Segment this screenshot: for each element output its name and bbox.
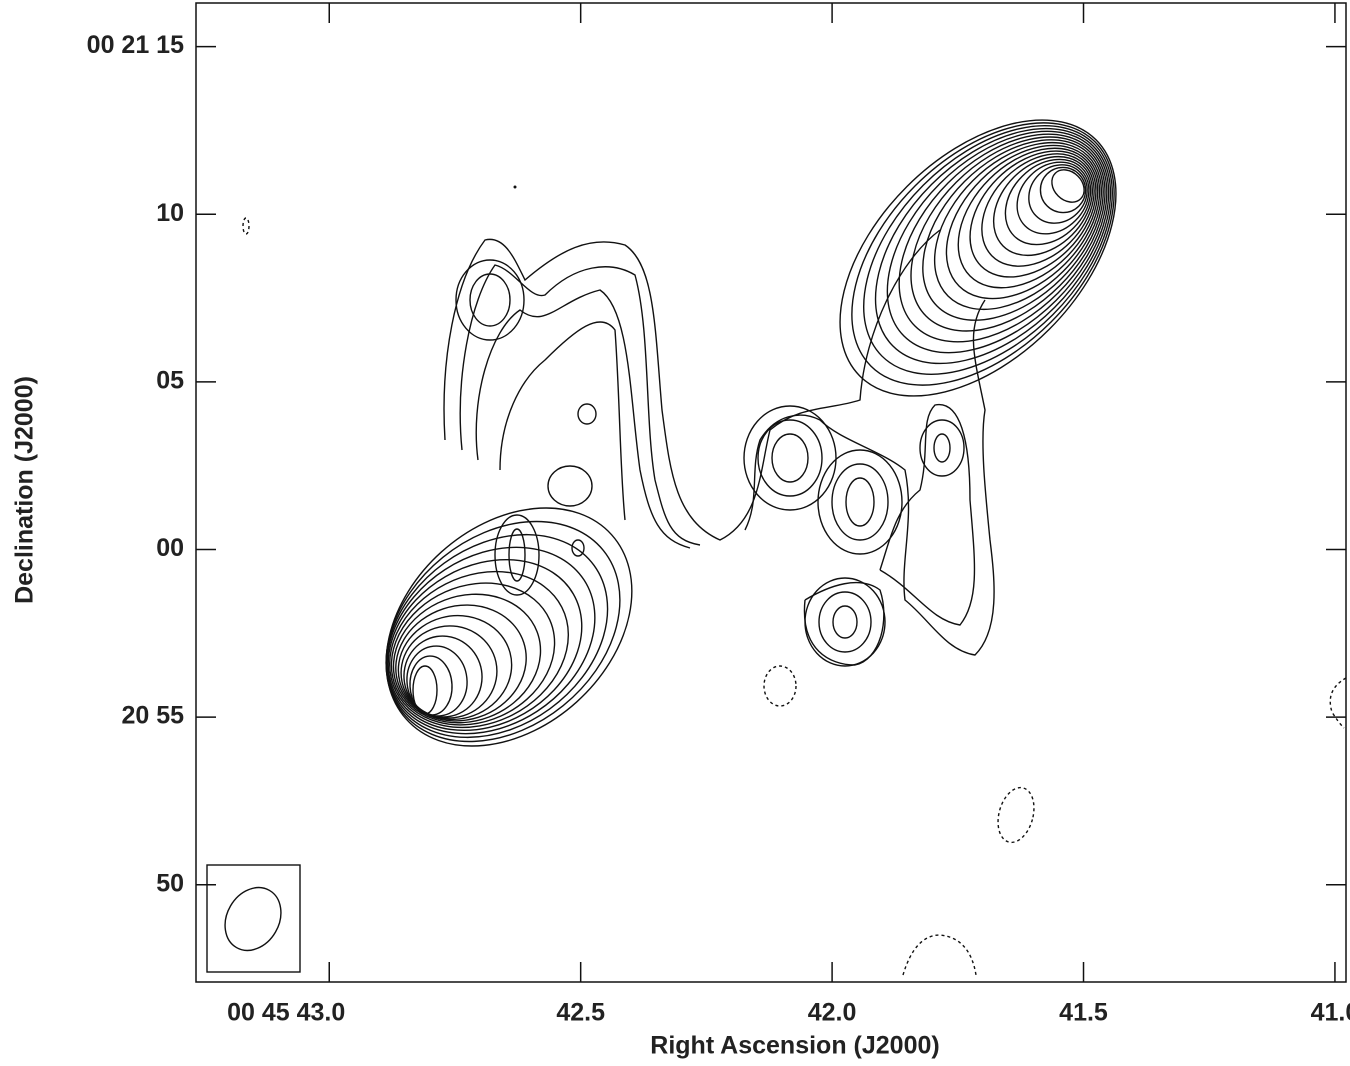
contour	[469, 273, 511, 327]
plot-frame	[195, 2, 1347, 983]
contour	[1004, 158, 1092, 246]
x-tick-label: 42.0	[808, 999, 857, 1027]
contour	[744, 299, 995, 656]
x-tick-label: 41.0	[1311, 999, 1350, 1027]
contour	[406, 645, 468, 717]
contour	[771, 433, 809, 483]
contour	[392, 593, 542, 724]
y-tick-label: 20 55	[121, 702, 184, 730]
contour	[845, 477, 875, 527]
x-tick-label: 00 45 43.0	[227, 999, 345, 1027]
contour	[403, 635, 483, 718]
x-tick-label: 41.5	[1059, 999, 1108, 1027]
contour	[831, 463, 889, 541]
x-axis-label: Right Ascension (J2000)	[650, 1032, 939, 1060]
contour	[459, 264, 701, 546]
contour	[886, 130, 1110, 354]
contour	[475, 289, 691, 549]
contour	[577, 403, 597, 425]
contour	[879, 403, 976, 626]
contour	[1051, 169, 1085, 203]
contour	[874, 127, 1112, 365]
y-axis-label: Declination (J2000)	[11, 376, 39, 604]
beam-box	[206, 864, 301, 973]
contours	[385, 119, 1117, 747]
negative-contour	[763, 665, 797, 707]
contour	[839, 119, 1117, 397]
y-tick-label: 50	[156, 869, 184, 897]
contour	[957, 147, 1099, 289]
contour	[981, 153, 1095, 267]
contour	[386, 546, 596, 735]
contour	[385, 533, 609, 739]
contour	[933, 141, 1103, 311]
contour	[443, 229, 941, 541]
contour	[571, 539, 585, 557]
contour	[547, 465, 593, 507]
contour	[969, 150, 1097, 278]
contour	[1028, 164, 1088, 224]
beam	[224, 886, 282, 952]
contour	[385, 520, 621, 743]
contour	[757, 419, 823, 497]
contour	[743, 405, 837, 511]
y-tick-label: 00 21 15	[87, 31, 184, 59]
contour	[818, 591, 872, 653]
negative-contour	[242, 217, 250, 235]
contour	[1039, 166, 1087, 214]
contour	[803, 582, 885, 666]
contour	[390, 582, 556, 726]
contour	[499, 321, 626, 521]
contour	[922, 139, 1104, 321]
contour	[387, 558, 583, 732]
contour	[817, 449, 903, 555]
x-tick-label: 42.5	[556, 999, 605, 1027]
contour	[397, 614, 513, 721]
contour	[863, 125, 1113, 375]
y-tick-label: 00	[156, 534, 184, 562]
contour	[945, 144, 1101, 300]
contour	[832, 605, 858, 639]
contour	[508, 528, 526, 582]
negative-contour	[1329, 677, 1347, 729]
contour	[910, 136, 1106, 332]
contour	[919, 419, 965, 477]
point-contour	[513, 185, 517, 189]
contour	[933, 433, 951, 463]
contour	[400, 625, 498, 719]
contour	[851, 122, 1115, 386]
negative-contour	[902, 934, 977, 976]
contour	[388, 570, 570, 729]
contour	[494, 514, 540, 596]
contour	[395, 604, 527, 722]
contour	[1016, 161, 1090, 235]
contour	[455, 259, 525, 341]
contour	[992, 155, 1094, 257]
contour	[898, 133, 1108, 343]
negative-contour	[997, 786, 1035, 844]
y-tick-label: 05	[156, 366, 184, 394]
contour	[385, 507, 633, 747]
y-tick-label: 10	[156, 199, 184, 227]
